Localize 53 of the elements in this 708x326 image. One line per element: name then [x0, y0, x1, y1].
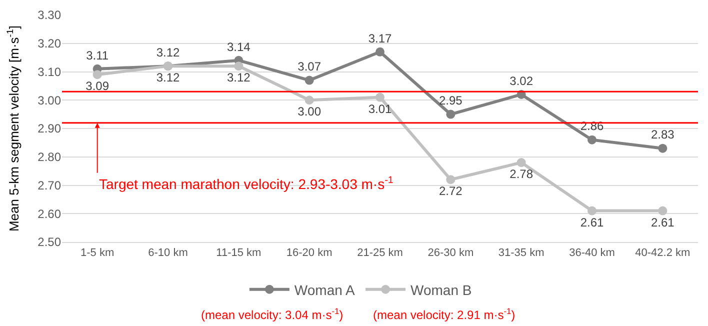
data-label: 3.07	[298, 60, 322, 74]
data-label: 3.14	[226, 40, 251, 54]
data-label: 3.12	[156, 70, 180, 85]
point	[658, 206, 668, 216]
data-label: 2.83	[650, 128, 675, 142]
point	[376, 92, 384, 102]
data-label: 3.02	[510, 74, 534, 88]
y-tick-label: 2.60	[38, 206, 62, 221]
x-tick-label: 26-30 km	[428, 247, 474, 260]
point	[234, 62, 244, 71]
y-tick-label: 2.50	[38, 235, 62, 250]
data-label: 3.00	[298, 104, 322, 119]
y-tick-label: 2.90	[38, 122, 62, 136]
data-label: 2.95	[438, 94, 463, 108]
point	[304, 76, 314, 85]
y-tick-label: 2.80	[38, 150, 62, 164]
legend-label: Woman B	[410, 282, 472, 298]
data-label: 2.72	[438, 184, 463, 198]
y-tick-label: 3.10	[38, 64, 62, 79]
point	[446, 175, 456, 184]
annotation: Target mean marathon velocity: 2.93-3.03 m·s$^{-1}$	[99, 175, 394, 192]
y-tick-label: 3.00	[38, 93, 62, 108]
x-tick-label: 11-15 km	[216, 247, 262, 260]
data-label: 2.61	[580, 215, 604, 230]
point	[446, 110, 456, 119]
data-label: 2.61	[650, 215, 675, 230]
point	[376, 47, 384, 56]
text: (mean velocity: 2.91 m·s$^{-1}$)	[373, 306, 516, 322]
data-label: 3.12	[226, 70, 251, 85]
point	[516, 158, 526, 168]
x-tick-label: 31-35 km	[498, 247, 544, 260]
point	[658, 144, 668, 153]
y-tick-label: 3.20	[38, 36, 62, 51]
data-label: 3.12	[156, 45, 180, 60]
x-tick-label: 40-42.2 km	[635, 247, 690, 260]
data-label: 2.78	[510, 167, 534, 182]
x-tick-label: 16-20 km	[286, 247, 332, 260]
point	[304, 96, 314, 105]
data-label: 3.11	[86, 48, 109, 62]
data-label: 3.01	[368, 102, 392, 116]
point	[588, 206, 596, 216]
x-tick-label: 36-40 km	[569, 247, 615, 260]
data-label: 3.17	[368, 31, 392, 46]
legend-label: Woman A	[294, 282, 356, 298]
x-tick-label: 1-5 km	[80, 247, 114, 260]
y-tick-label: 2.70	[38, 178, 62, 192]
x-tick-label: 21-25 km	[357, 247, 403, 260]
x-tick-label: 6-10 km	[148, 247, 188, 260]
data-label: 3.09	[86, 79, 110, 94]
text: (mean velocity: 3.04 m·s$^{-1}$)	[201, 306, 344, 322]
y-tick-label: 3.30	[38, 8, 62, 22]
point	[588, 135, 596, 144]
point	[92, 70, 102, 80]
